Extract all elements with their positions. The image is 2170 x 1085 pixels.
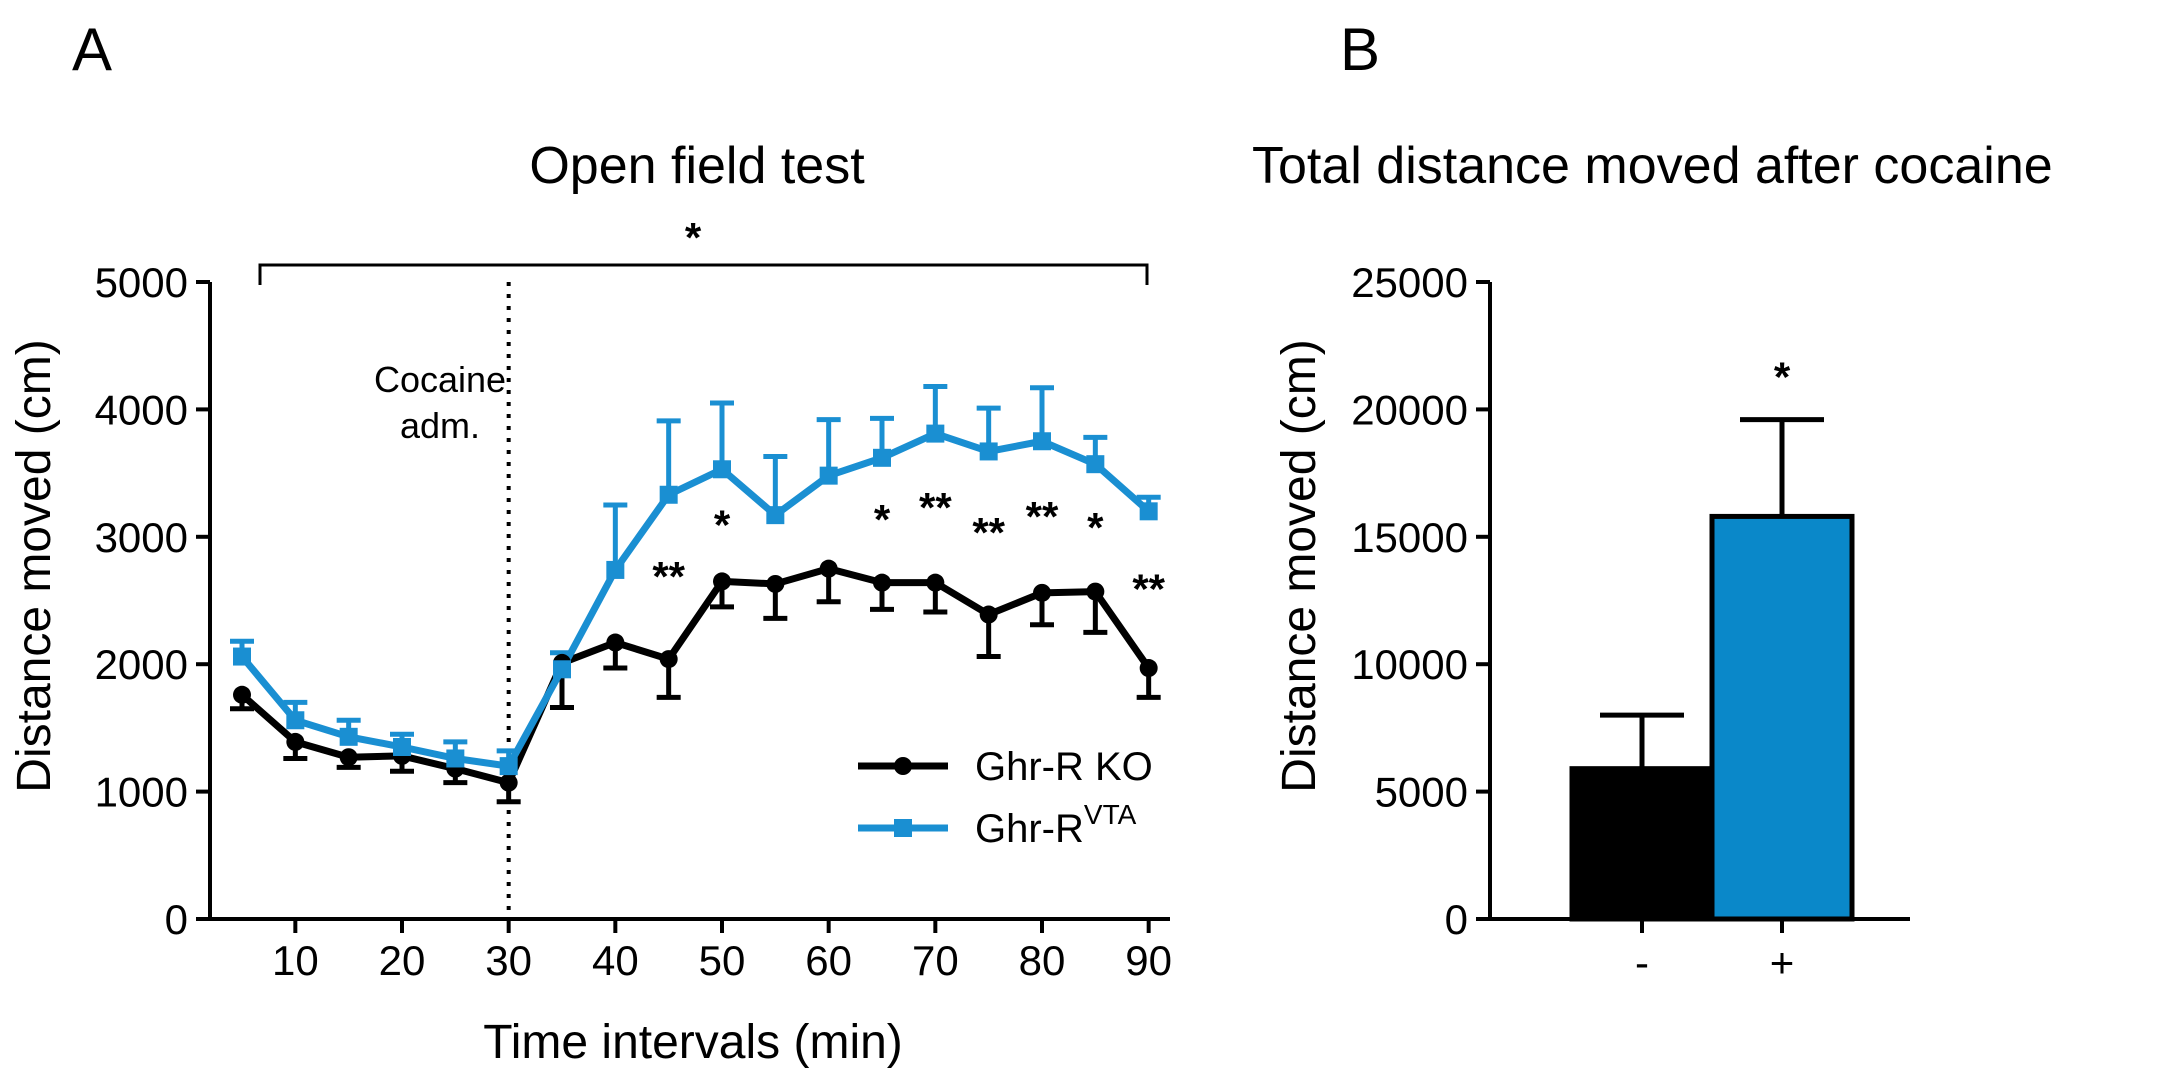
significance-star: * — [1087, 504, 1104, 551]
point-ko — [873, 573, 891, 592]
point-ko — [979, 605, 998, 624]
chart-a-xtick-label: 90 — [1125, 937, 1172, 984]
chart-b-significance-star: * — [1774, 354, 1791, 401]
point-vta — [286, 711, 305, 730]
point-ko — [713, 572, 731, 591]
legend-vta-marker — [894, 819, 912, 837]
chart-a-xtick-label: 50 — [699, 937, 746, 984]
point-vta — [873, 448, 891, 467]
chart-a-bracket-star: * — [685, 214, 702, 261]
chart-a-ytick-label: 4000 — [95, 386, 188, 433]
panel-b: B Total distance moved after cocaine Dis… — [1252, 16, 2053, 986]
point-vta — [1033, 432, 1051, 451]
chart-a-legend: Ghr-R KO Ghr-RVTA — [858, 745, 1153, 851]
chart-a-xtick-label: 60 — [805, 937, 852, 984]
chart-b-ytick-label: 5000 — [1375, 769, 1468, 816]
chart-b-yticks: 0 5000 10000 15000 20000 25000 — [1351, 259, 1490, 943]
significance-star: ** — [1026, 493, 1059, 540]
panel-letter-b: B — [1340, 16, 1380, 83]
point-vta — [553, 660, 571, 679]
point-vta — [339, 727, 358, 746]
chart-b-bars — [1569, 417, 1855, 922]
significance-star: * — [874, 496, 891, 543]
point-vta — [446, 749, 465, 768]
point-ko — [1139, 659, 1158, 678]
chart-a-ytick-label: 2000 — [95, 641, 188, 688]
point-vta — [393, 738, 411, 757]
chart-b-ytick-label: 10000 — [1351, 641, 1468, 688]
legend-vta-label-main: Ghr-R — [975, 807, 1084, 851]
point-ko — [659, 650, 678, 669]
point-vta — [979, 442, 998, 461]
legend-ko-marker — [894, 757, 912, 775]
chart-a-xtick-label: 30 — [485, 937, 532, 984]
significance-star: * — [714, 501, 731, 548]
chart-a-xtick-label: 40 — [592, 937, 639, 984]
chart-a-stars: *** * **** ** *** — [652, 484, 1165, 613]
chart-b-ytick-label: 15000 — [1351, 514, 1468, 561]
chart-a-xtick-label: 20 — [379, 937, 426, 984]
point-vta — [1139, 502, 1158, 521]
point-ko — [286, 732, 305, 751]
bar-minus — [1569, 766, 1715, 922]
point-ko — [926, 573, 945, 592]
chart-b-xtick-label: + — [1770, 939, 1795, 986]
chart-a-markers — [233, 424, 1158, 792]
legend-ko-label: Ghr-R KO — [975, 745, 1153, 789]
point-vta — [499, 757, 518, 776]
point-ko — [766, 574, 785, 593]
point-vta — [659, 485, 678, 504]
point-ko — [233, 685, 251, 704]
chart-a-cocaine-label-2: adm. — [400, 405, 480, 446]
legend-vta-label-sup: VTA — [1084, 799, 1137, 830]
chart-a-series-lines — [239, 430, 1152, 787]
chart-a-xlabel: Time intervals (min) — [483, 1016, 903, 1069]
chart-a-xtick-label: 80 — [1019, 937, 1066, 984]
chart-b-xtick-label: - — [1635, 939, 1649, 986]
chart-a-significance-bracket — [258, 263, 1149, 285]
point-ko — [1033, 583, 1051, 602]
chart-a-yticks: 0 1000 2000 3000 4000 5000 — [95, 259, 210, 943]
point-vta — [926, 424, 945, 443]
panel-letter-a: A — [72, 16, 112, 83]
significance-star: ** — [919, 484, 952, 531]
point-ko — [819, 559, 838, 578]
legend-vta-label: Ghr-RVTA — [975, 799, 1137, 851]
point-vta — [233, 647, 251, 666]
chart-a-ytick-label: 3000 — [95, 514, 188, 561]
point-vta — [766, 506, 785, 525]
chart-b-ytick-label: 20000 — [1351, 386, 1468, 433]
chart-a-xtick-label: 70 — [912, 937, 959, 984]
point-vta — [819, 466, 838, 485]
chart-a-ytick-label: 5000 — [95, 259, 188, 306]
significance-star: ** — [1132, 566, 1165, 613]
chart-a-ylabel: Distance moved (cm) — [8, 339, 61, 792]
chart-b-ytick-label: 0 — [1445, 896, 1468, 943]
chart-b-ytick-label: 25000 — [1351, 259, 1468, 306]
chart-b-ylabel: Distance moved (cm) — [1273, 339, 1326, 792]
series-line-vta — [239, 430, 1151, 770]
point-ko — [499, 773, 518, 792]
point-vta — [606, 560, 625, 579]
significance-star: ** — [972, 509, 1005, 556]
point-vta — [1086, 455, 1105, 474]
point-ko — [339, 748, 358, 767]
point-ko — [1086, 582, 1105, 601]
chart-b-title: Total distance moved after cocaine — [1252, 137, 2053, 195]
significance-star: ** — [652, 553, 685, 600]
point-vta — [713, 460, 731, 479]
chart-a-xtick-label: 10 — [272, 937, 319, 984]
bar-plus — [1709, 513, 1855, 922]
point-ko — [606, 633, 625, 652]
chart-a-title: Open field test — [529, 137, 865, 195]
chart-a-ytick-label: 1000 — [95, 769, 188, 816]
panel-a: A Open field test Distance moved (cm) Ti… — [8, 16, 1172, 1069]
chart-a-xticks: 10 20 30 40 50 60 70 80 90 — [272, 919, 1172, 984]
chart-a-cocaine-label-1: Cocaine — [374, 359, 506, 400]
chart-b-xticks: - + — [1635, 919, 1794, 986]
chart-a-ytick-label: 0 — [165, 896, 188, 943]
